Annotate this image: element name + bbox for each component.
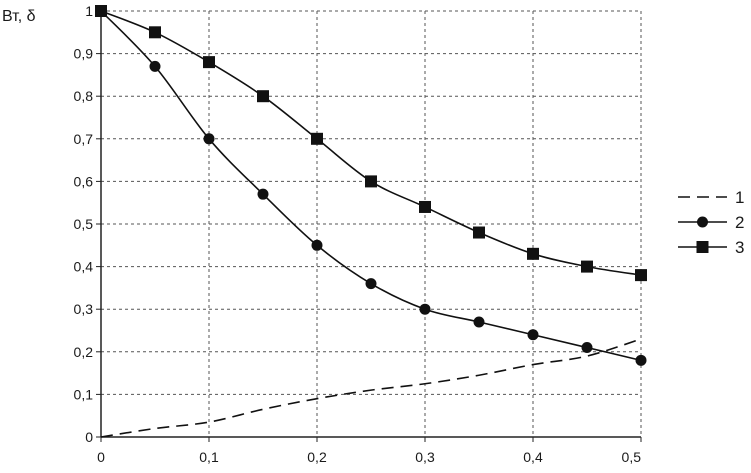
data-point-series-3: [203, 56, 215, 69]
data-point-series-2: [473, 316, 485, 328]
data-point-series-3: [365, 175, 377, 188]
data-point-series-2: [419, 303, 431, 315]
y-tick-label: 0,1: [74, 386, 94, 402]
x-tick-label: 0,2: [307, 449, 327, 465]
y-tick-label: 0,9: [74, 46, 94, 62]
y-tick-label: 0,7: [74, 131, 94, 147]
legend-item-2: 2: [678, 213, 744, 232]
y-tick-label: 0,5: [74, 216, 94, 232]
y-tick-label: 1: [85, 3, 93, 19]
data-point-series-3: [95, 5, 107, 17]
y-tick-label: 0,8: [74, 88, 94, 104]
series-3: [95, 5, 647, 282]
legend-label: 2: [735, 213, 744, 232]
data-point-series-2: [635, 354, 647, 366]
legend-marker: [697, 216, 708, 228]
legend: 1 2 3: [678, 188, 744, 257]
x-tick-label: 0: [97, 449, 105, 465]
data-point-series-3: [257, 90, 269, 103]
x-tick-label: 0,4: [523, 449, 543, 465]
series-lines: [95, 5, 647, 438]
series-line-1: [100, 338, 642, 438]
axes: [96, 10, 642, 442]
y-tick-label: 0,2: [74, 344, 94, 360]
data-point-series-3: [635, 269, 647, 282]
x-tick-label: 0,5: [622, 449, 642, 465]
series-2: [95, 5, 647, 366]
data-point-series-3: [419, 200, 431, 213]
data-point-series-3: [581, 260, 593, 273]
series-line-2: [100, 10, 642, 362]
data-point-series-2: [527, 329, 539, 341]
y-axis-label: Вт, δ: [2, 8, 36, 25]
legend-item-1: 1: [678, 188, 744, 207]
data-point-series-2: [203, 133, 215, 145]
data-point-series-2: [581, 342, 593, 354]
data-point-series-2: [149, 60, 161, 72]
legend-label: 1: [735, 188, 744, 207]
data-point-series-3: [311, 132, 323, 145]
y-tick-label: 0,4: [74, 259, 94, 275]
y-tick-label: 0,6: [74, 173, 94, 189]
legend-label: 3: [735, 238, 744, 257]
series-line-3: [100, 10, 642, 276]
grid: [101, 10, 642, 437]
x-tick-label: 0,3: [415, 449, 435, 465]
data-point-series-3: [473, 226, 485, 239]
data-point-series-3: [149, 26, 161, 39]
legend-marker: [696, 241, 709, 253]
x-tick-label: 0,1: [199, 449, 219, 465]
y-tick-label: 0: [85, 429, 93, 445]
data-point-series-2: [257, 188, 269, 200]
data-point-series-3: [527, 247, 539, 260]
y-tick-label: 0,3: [74, 301, 94, 317]
legend-item-3: 3: [678, 238, 744, 257]
tick-labels: 0 0,1 0,2 0,3 0,4 0,5 0,6 0,7 0,8 0,9 1 0 0,1 0,2 0,3 0…: [74, 3, 642, 465]
data-point-series-2: [365, 278, 377, 290]
series-1: [100, 338, 642, 438]
data-point-series-2: [311, 239, 323, 251]
